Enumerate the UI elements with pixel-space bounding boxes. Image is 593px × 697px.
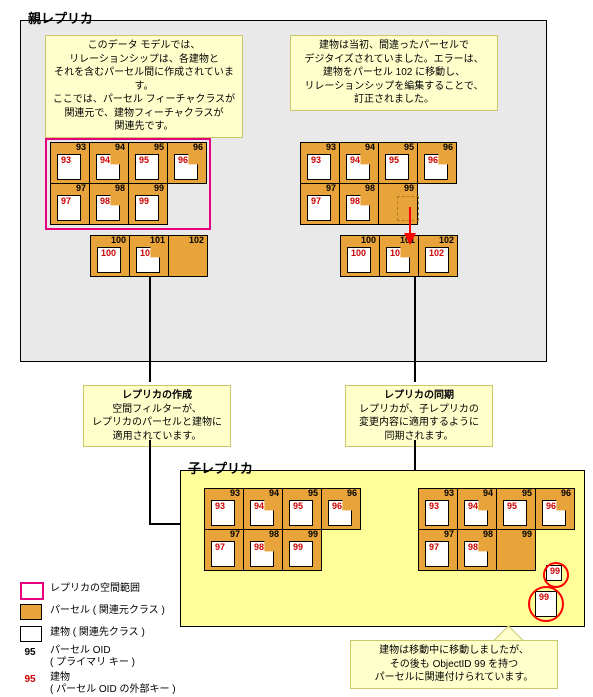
building: 99 [289, 541, 313, 567]
parcel-oid: 93 [230, 488, 240, 498]
parcel-oid: 96 [347, 488, 357, 498]
parcel-oid: 97 [230, 529, 240, 539]
parcel-oid: 98 [269, 529, 279, 539]
building-oid: 98 [254, 542, 264, 552]
building-oid: 96 [546, 501, 556, 511]
note-moved: 建物は移動中に移動しましたが、 その後も ObjectID 99 を持つ パーセ… [350, 640, 558, 689]
building: 94 [250, 500, 274, 526]
parcel: 97 97 [418, 529, 458, 571]
legend-parcel-box [20, 604, 42, 620]
parcel: 99 99 [282, 529, 322, 571]
legend-parcel-oid-num: 95 [20, 647, 40, 658]
building-oid: 97 [429, 542, 439, 552]
child-title: 子レプリカ [188, 458, 253, 477]
building: 95 [503, 500, 527, 526]
circle-floating-99 [528, 586, 564, 622]
building: 94 [464, 500, 488, 526]
building-oid: 93 [429, 501, 439, 511]
parcel-oid: 97 [444, 529, 454, 539]
parcel-oid: 96 [561, 488, 571, 498]
parcel: 98 98 [243, 529, 283, 571]
parcel: 95 95 [496, 488, 536, 530]
building: 98 [250, 541, 274, 567]
building: 93 [211, 500, 235, 526]
building: 98 [464, 541, 488, 567]
parcel: 96 96 [321, 488, 361, 530]
parcel: 94 94 [243, 488, 283, 530]
legend-extent-box [20, 582, 44, 600]
building-oid: 99 [293, 542, 303, 552]
legend-building-oid-num: 95 [20, 674, 40, 685]
parcel-oid: 95 [522, 488, 532, 498]
building: 97 [211, 541, 235, 567]
legend-building-oid-text: 建物 ( パーセル OID の外部キー ) [50, 672, 176, 696]
building-oid: 94 [254, 501, 264, 511]
building: 93 [425, 500, 449, 526]
building-oid: 95 [293, 501, 303, 511]
parcel: 93 93 [418, 488, 458, 530]
legend-building-box [20, 626, 42, 642]
parcel: 98 98 [457, 529, 497, 571]
parcel: 97 97 [204, 529, 244, 571]
parcel-oid: 93 [444, 488, 454, 498]
parcel: 95 95 [282, 488, 322, 530]
parcel-oid: 99 [308, 529, 318, 539]
legend: レプリカの空間範囲 パーセル ( 関連元クラス ) 建物 ( 関連先クラス ) … [20, 582, 180, 692]
building: 95 [289, 500, 313, 526]
building: 97 [425, 541, 449, 567]
building-oid: 97 [215, 542, 225, 552]
building-oid: 96 [332, 501, 342, 511]
legend-extent-text: レプリカの空間範囲 [50, 583, 140, 595]
building: 96 [542, 500, 566, 526]
parcel-oid: 98 [483, 529, 493, 539]
parcel: 99 [496, 529, 536, 571]
building-oid: 94 [468, 501, 478, 511]
note-moved-text: 建物は移動中に移動しましたが、 その後も ObjectID 99 を持つ パーセ… [375, 645, 534, 683]
legend-parcel-text: パーセル ( 関連元クラス ) [50, 605, 165, 617]
building-oid: 95 [507, 501, 517, 511]
circle-detached-99 [543, 562, 569, 588]
parcel: 94 94 [457, 488, 497, 530]
legend-parcel-oid-text: パーセル OID ( プライマリ キー ) [50, 645, 135, 669]
parcel-oid: 99 [522, 529, 532, 539]
parcel: 96 96 [535, 488, 575, 530]
building-oid: 93 [215, 501, 225, 511]
parcel-oid: 95 [308, 488, 318, 498]
parcel: 93 93 [204, 488, 244, 530]
legend-building-text: 建物 ( 関連先クラス ) [50, 627, 145, 639]
parcel-oid: 94 [483, 488, 493, 498]
parcel-oid: 94 [269, 488, 279, 498]
building-oid: 98 [468, 542, 478, 552]
building: 96 [328, 500, 352, 526]
